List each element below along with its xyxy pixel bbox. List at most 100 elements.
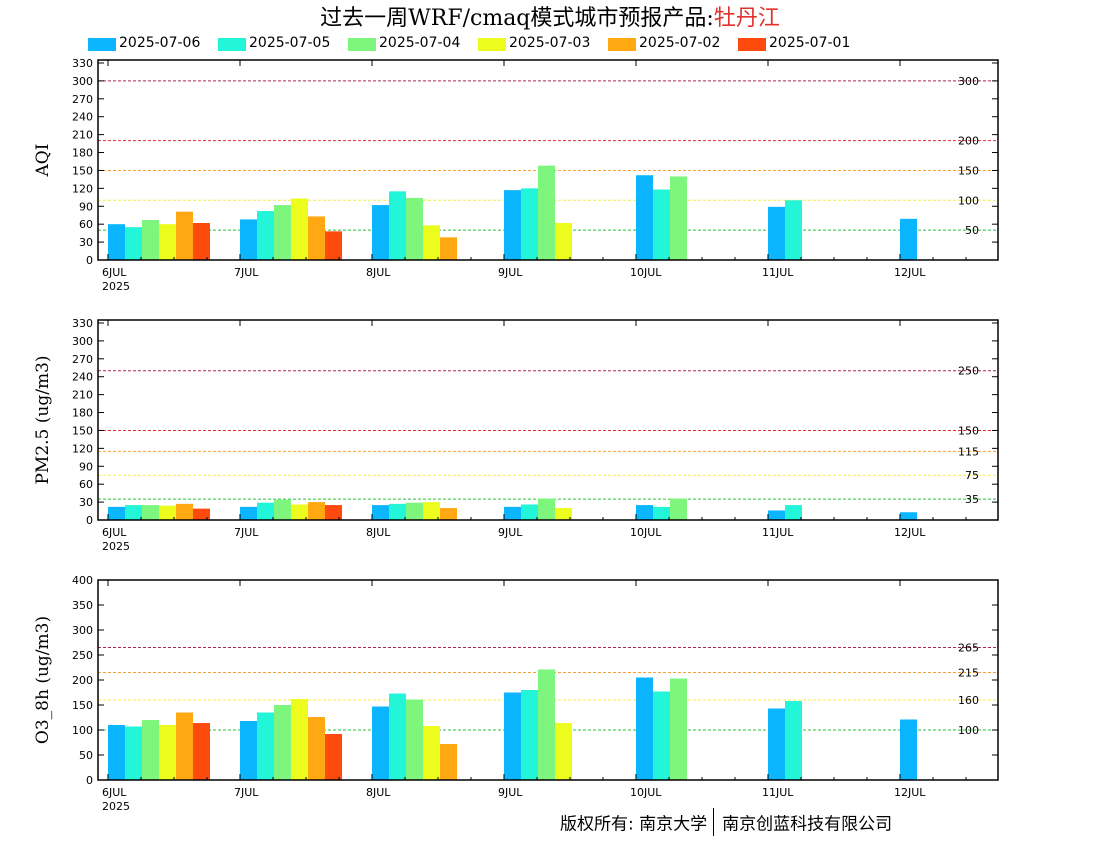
bar	[193, 723, 210, 780]
y-tick-label: 330	[72, 57, 93, 70]
bar	[653, 691, 670, 780]
bar	[900, 218, 917, 260]
bar	[636, 677, 653, 780]
bar	[521, 690, 538, 780]
bar	[142, 720, 159, 780]
x-tick-label: 11JUL	[762, 786, 794, 799]
y-tick-label: 30	[79, 496, 93, 509]
x-tick-label: 11JUL	[762, 526, 794, 539]
y-tick-label: 350	[72, 599, 93, 612]
x-tick-label: 12JUL	[894, 266, 926, 279]
y-tick-label: 120	[72, 442, 93, 455]
bar	[785, 701, 802, 780]
bar	[325, 734, 342, 780]
bar	[176, 712, 193, 780]
y-tick-label: 150	[72, 424, 93, 437]
bar	[274, 205, 291, 260]
legend-swatch	[608, 38, 636, 51]
bar	[108, 224, 125, 260]
bar	[159, 224, 176, 260]
bar	[125, 227, 142, 260]
x-tick-label: 8JUL	[366, 266, 391, 279]
x-tick-label: 10JUL	[630, 266, 662, 279]
x-tick-label: 6JUL	[102, 526, 127, 539]
y-tick-label: 90	[79, 200, 93, 213]
bar	[389, 503, 406, 520]
bar	[768, 708, 785, 780]
bar	[538, 165, 555, 260]
legend-swatch	[88, 38, 116, 51]
bar	[423, 726, 440, 780]
bar	[240, 506, 257, 520]
threshold-label: 150	[958, 424, 979, 437]
bar	[108, 725, 125, 780]
bar	[240, 721, 257, 780]
legend-swatch	[218, 38, 246, 51]
bar	[142, 220, 159, 260]
threshold-label: 250	[958, 365, 979, 378]
bar	[308, 502, 325, 520]
bar	[291, 198, 308, 260]
y-tick-label: 270	[72, 353, 93, 366]
bar	[125, 505, 142, 520]
page-title: 过去一周WRF/cmaq模式城市预报产品:牡丹江	[0, 0, 1100, 32]
bar	[440, 237, 457, 260]
bar	[176, 211, 193, 260]
y-tick-label: 210	[72, 129, 93, 142]
bar	[176, 503, 193, 520]
bar	[900, 512, 917, 520]
footer-company: 南京创蓝科技有限公司	[722, 814, 893, 835]
legend-label: 2025-07-04	[379, 35, 461, 51]
x-tick-label: 8JUL	[366, 786, 391, 799]
plot-frame	[97, 319, 999, 521]
bar	[389, 693, 406, 780]
bar	[768, 206, 785, 260]
bar	[291, 504, 308, 520]
x-tick-label: 11JUL	[762, 266, 794, 279]
y-tick-label: 240	[72, 371, 93, 384]
bar	[768, 510, 785, 520]
legend-label: 2025-07-05	[249, 35, 331, 51]
x-tick-label: 8JUL	[366, 526, 391, 539]
bar	[555, 222, 572, 260]
x-tick-label: 10JUL	[630, 526, 662, 539]
legend-label: 2025-07-06	[119, 35, 201, 51]
bar	[308, 717, 325, 780]
y-tick-label: 90	[79, 460, 93, 473]
y-axis-label: AQI	[33, 144, 53, 178]
bar	[521, 504, 538, 520]
bar	[291, 699, 308, 780]
legend-label: 2025-07-02	[639, 35, 721, 51]
bar	[372, 706, 389, 780]
x-year-label: 2025	[102, 800, 130, 813]
bar	[325, 505, 342, 520]
y-tick-label: 210	[72, 389, 93, 402]
y-tick-label: 30	[79, 236, 93, 249]
x-year-label: 2025	[102, 280, 130, 293]
y-tick-label: 150	[72, 699, 93, 712]
bar	[406, 502, 423, 520]
x-tick-label: 9JUL	[498, 526, 523, 539]
legend-label: 2025-07-01	[769, 35, 851, 51]
bar	[670, 498, 687, 520]
threshold-label: 215	[958, 667, 979, 680]
bar	[159, 725, 176, 780]
bar	[900, 719, 917, 780]
y-tick-label: 50	[79, 749, 93, 762]
bar	[406, 699, 423, 780]
x-tick-label: 12JUL	[894, 526, 926, 539]
footer: 版权所有: 南京大学 南京创蓝科技有限公司	[560, 808, 892, 838]
bar	[653, 189, 670, 260]
x-tick-label: 9JUL	[498, 266, 523, 279]
y-tick-label: 60	[79, 218, 93, 231]
bar	[108, 506, 125, 520]
bar	[257, 712, 274, 780]
y-tick-label: 180	[72, 147, 93, 160]
y-tick-label: 0	[86, 774, 93, 787]
bar	[636, 175, 653, 260]
bar	[274, 705, 291, 780]
y-tick-label: 240	[72, 111, 93, 124]
bar	[325, 231, 342, 260]
legend-swatch	[348, 38, 376, 51]
threshold-label: 35	[965, 493, 979, 506]
